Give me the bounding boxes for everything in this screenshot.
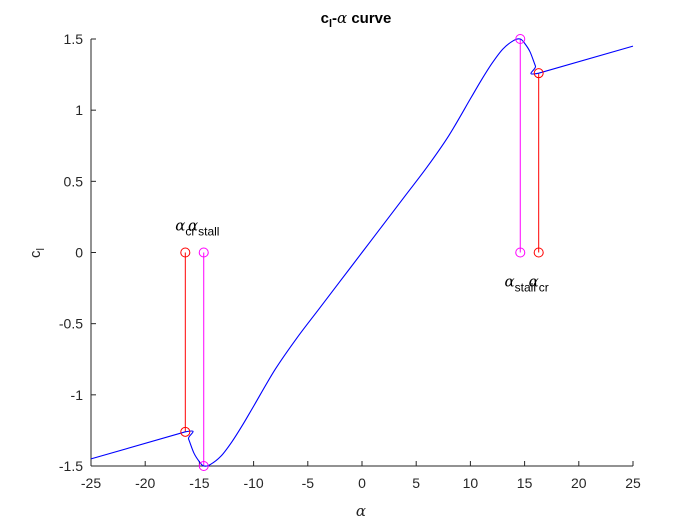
- label-alpha-stall-pos-subscript: stall: [515, 281, 536, 295]
- y-tick-label: -1: [71, 387, 84, 403]
- alpha-cr-pos-bottom-marker: [533, 247, 544, 258]
- x-tick-label: -10: [243, 475, 263, 491]
- y-tick-label: 0.5: [64, 173, 84, 189]
- label-alpha-stall-neg-symbol: α: [188, 217, 198, 235]
- y-tick-label: 1: [75, 102, 83, 118]
- cl-curve: [90, 38, 634, 467]
- x-tick-label: 15: [517, 475, 533, 491]
- label-alpha-cr-pos: αcr: [529, 273, 549, 295]
- marker-lines: [184, 39, 540, 466]
- x-tick-label: -5: [302, 475, 315, 491]
- label-alpha-stall-neg-subscript: stall: [198, 225, 219, 239]
- label-alpha-cr-neg-subscript: cr: [185, 225, 195, 239]
- x-tick-label: 5: [412, 475, 420, 491]
- x-tick-label: -25: [81, 475, 101, 491]
- title-sub-l: l: [329, 18, 332, 30]
- alpha-stall-neg-bottom-marker: [198, 461, 209, 471]
- alpha-stall-pos-top-marker: [515, 34, 526, 44]
- x-tick-label: -20: [135, 475, 155, 491]
- chart-title: cl-α curve: [321, 9, 392, 30]
- alpha-cr-neg-bottom-marker: [180, 426, 191, 437]
- title-alpha: α: [337, 9, 347, 27]
- x-tick-label: 10: [463, 475, 479, 491]
- y-tick-label: -0.5: [59, 316, 83, 332]
- x-axis-label: α: [356, 502, 366, 520]
- alpha-stall-neg-top-marker: [198, 247, 209, 258]
- y-tick-label: -1.5: [59, 458, 83, 474]
- label-alpha-cr-pos-symbol: α: [529, 273, 539, 291]
- y-axis-label: cl: [27, 248, 47, 258]
- title-rest: curve: [347, 10, 391, 27]
- x-tick-label: 20: [571, 475, 587, 491]
- label-alpha-stall-pos-symbol: α: [505, 273, 515, 291]
- label-alpha-cr-neg-symbol: α: [175, 217, 185, 235]
- ylabel-c: c: [27, 250, 44, 258]
- y-axis-ticks: -1.5 -1 -0.5 0 0.5 1 1.5: [59, 31, 96, 474]
- title-dash: -: [332, 10, 337, 27]
- x-tick-label: -15: [189, 475, 209, 491]
- title-c: c: [321, 10, 329, 27]
- alpha-cr-pos-top-marker: [533, 68, 544, 79]
- x-axis-ticks: -25 -20 -15 -10 -5 0 5 10 15 20 25: [81, 461, 641, 491]
- alpha-stall-pos-bottom-marker: [515, 247, 526, 258]
- y-tick-label: 0: [75, 245, 83, 261]
- label-alpha-cr-pos-subscript: cr: [539, 281, 549, 295]
- marker-points: [180, 34, 544, 471]
- x-tick-label: 0: [358, 475, 366, 491]
- label-alpha-stall-neg: αstall: [188, 217, 219, 239]
- x-tick-label: 25: [625, 475, 641, 491]
- label-alpha-cr-neg: αcr: [175, 217, 195, 239]
- cl-curve-layer: [90, 38, 634, 467]
- y-tick-label: 1.5: [64, 31, 84, 47]
- alpha-cr-neg-top-marker: [180, 247, 191, 258]
- ylabel-sub-l: l: [35, 248, 47, 250]
- label-alpha-stall-pos: αstall: [505, 273, 536, 295]
